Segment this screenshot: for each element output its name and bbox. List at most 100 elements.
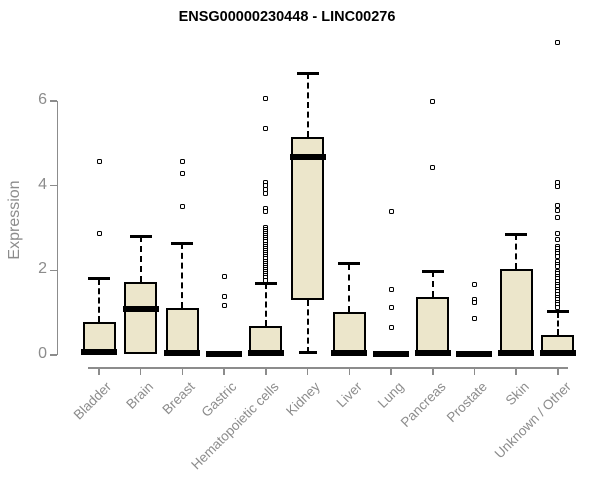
- upper-whisker-line: [306, 73, 309, 137]
- outlier-point: [179, 158, 185, 164]
- iqr-box: [124, 282, 158, 355]
- iqr-box: [165, 307, 199, 355]
- x-tick-label: Prostate: [443, 379, 491, 426]
- y-axis-tick: [50, 354, 57, 356]
- median-line: [331, 349, 368, 356]
- outlier-point: [263, 95, 269, 101]
- x-tick-label: Skin: [502, 379, 532, 409]
- upper-whisker-line: [264, 283, 267, 326]
- upper-whisker-cap: [254, 281, 277, 285]
- median-line: [164, 349, 201, 356]
- iqr-box: [332, 312, 366, 355]
- x-axis-tick: [139, 367, 142, 375]
- median-line: [81, 349, 117, 356]
- lower-whisker-line: [306, 299, 309, 353]
- outlier-point: [471, 281, 477, 287]
- median-line: [122, 306, 159, 313]
- x-axis-tick: [432, 367, 434, 375]
- upper-whisker-cap: [171, 241, 194, 245]
- x-tick-label: Bladder: [71, 379, 115, 423]
- outlier-point: [221, 302, 227, 308]
- y-axis-tick: [50, 184, 57, 187]
- outlier-point: [555, 214, 561, 220]
- outlier-point: [263, 190, 269, 196]
- y-tick-label: 2: [38, 260, 47, 278]
- outlier-point: [388, 209, 394, 215]
- x-axis-tick: [390, 367, 392, 375]
- outlier-point: [96, 230, 102, 236]
- outlier-point: [471, 315, 477, 321]
- outlier-point: [179, 203, 185, 209]
- upper-whisker-line: [431, 271, 434, 297]
- outlier-point: [221, 273, 227, 279]
- x-axis-tick: [98, 367, 100, 375]
- iqr-box: [499, 269, 533, 355]
- x-tick-label: Unknown / Other: [491, 379, 574, 462]
- x-axis-tick: [473, 367, 476, 375]
- y-tick-label: 0: [38, 345, 47, 362]
- outlier-point: [471, 300, 477, 305]
- outlier-point: [555, 40, 561, 46]
- upper-whisker-cap: [338, 262, 361, 266]
- median-line: [539, 349, 576, 356]
- outlier-point: [555, 231, 561, 237]
- outlier-point: [388, 304, 394, 310]
- x-axis-tick: [515, 367, 517, 375]
- outlier-point: [263, 277, 269, 283]
- outlier-point: [179, 170, 185, 176]
- median-line: [206, 350, 243, 357]
- median-line: [289, 153, 326, 160]
- median-line: [247, 349, 284, 356]
- y-tick-label: 4: [38, 175, 47, 193]
- upper-whisker-line: [181, 243, 184, 308]
- y-axis-tick: [50, 269, 57, 272]
- x-axis-tick: [557, 367, 559, 375]
- lower-whisker-cap: [298, 351, 317, 355]
- x-tick-label: Brain: [123, 379, 157, 412]
- outlier-point: [555, 236, 561, 242]
- iqr-box: [291, 137, 325, 300]
- x-tick-label: Breast: [159, 379, 199, 418]
- x-tick-label: Pancreas: [397, 379, 449, 430]
- x-tick-label: Gastric: [198, 379, 240, 420]
- outlier-point: [388, 324, 394, 330]
- upper-whisker-line: [515, 234, 518, 270]
- outlier-point: [555, 253, 561, 259]
- upper-whisker-cap: [421, 269, 444, 273]
- iqr-box: [416, 297, 450, 355]
- outlier-point: [555, 184, 561, 190]
- outlier-point: [555, 203, 561, 209]
- median-line: [498, 349, 535, 356]
- x-axis-tick: [265, 367, 267, 375]
- outlier-point: [555, 304, 561, 310]
- outlier-point: [221, 294, 227, 300]
- outlier-point: [430, 98, 436, 104]
- upper-whisker-cap: [88, 277, 110, 281]
- x-tick-label: Kidney: [283, 379, 324, 419]
- median-line: [456, 350, 493, 357]
- x-axis-tick: [306, 367, 309, 375]
- x-axis-line: [88, 367, 568, 369]
- upper-whisker-line: [556, 311, 559, 336]
- outlier-point: [430, 165, 436, 171]
- x-axis-tick: [181, 367, 184, 375]
- chart-title: ENSG00000230448 - LINC00276: [178, 9, 396, 25]
- outlier-point: [96, 158, 102, 164]
- y-tick-label: 6: [38, 91, 47, 109]
- y-axis-tick: [50, 100, 57, 102]
- outlier-point: [555, 208, 561, 214]
- median-line: [414, 349, 451, 356]
- median-line: [373, 350, 410, 357]
- upper-whisker-cap: [296, 71, 319, 75]
- upper-whisker-cap: [505, 232, 528, 236]
- upper-whisker-line: [139, 236, 142, 283]
- outlier-point: [263, 209, 269, 215]
- outlier-point: [388, 286, 394, 292]
- y-axis-line: [56, 101, 58, 355]
- upper-whisker-cap: [546, 310, 569, 314]
- upper-whisker-cap: [129, 234, 152, 238]
- upper-whisker-line: [348, 263, 351, 313]
- outlier-point: [263, 125, 269, 131]
